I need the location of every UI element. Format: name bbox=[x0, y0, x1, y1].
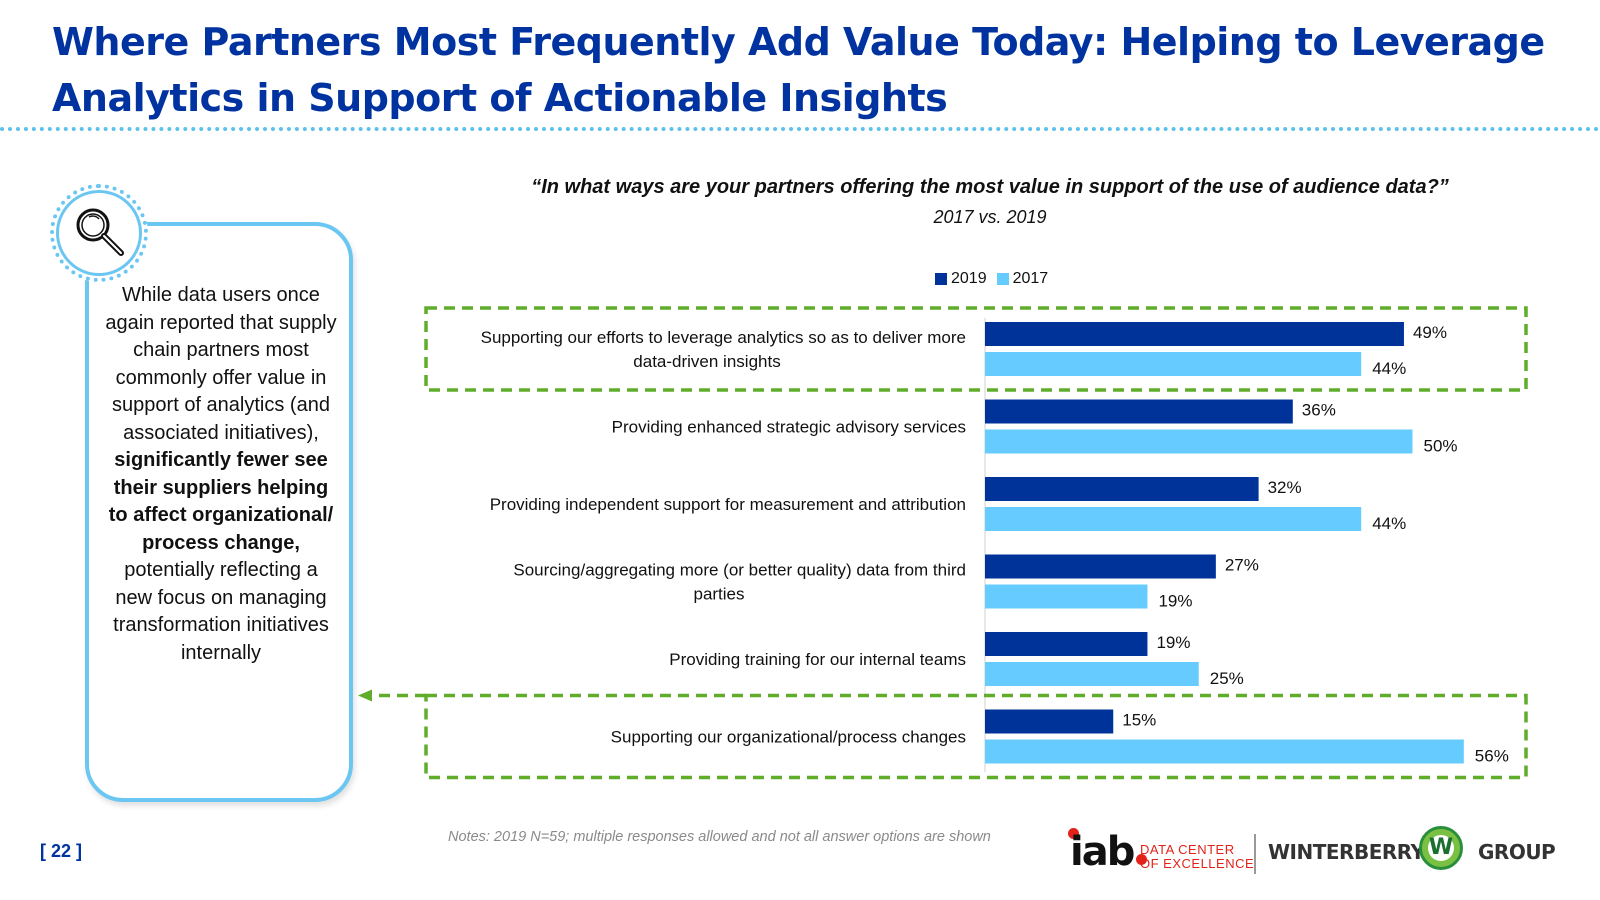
highlight-box-2 bbox=[424, 693, 1528, 780]
bar-2017-5 bbox=[985, 662, 1199, 686]
category-label: Sourcing/aggregating more (or better qua… bbox=[513, 561, 966, 604]
category-label: Providing independent support for measur… bbox=[490, 495, 966, 514]
bar-2019-3 bbox=[985, 477, 1259, 501]
iab-logo: iab bbox=[1070, 829, 1135, 875]
iab-tail-dot bbox=[1136, 854, 1147, 865]
category-label-line: Supporting our efforts to leverage analy… bbox=[481, 328, 966, 347]
page-number: [ 22 ] bbox=[40, 841, 83, 861]
category-label-line: Providing training for our internal team… bbox=[669, 650, 966, 669]
winterberry-w-icon: W bbox=[1419, 826, 1463, 870]
chart-legend: 2019 2017 bbox=[935, 270, 1048, 288]
value-label-2019-2: 36% bbox=[1302, 401, 1336, 420]
chart-notes: Notes: 2019 N=59; multiple responses all… bbox=[448, 829, 991, 845]
legend-swatch-2019 bbox=[935, 273, 947, 285]
footer-logos: iab DATA CENTER OF EXCELLENCE WINTERBERR… bbox=[1068, 826, 1558, 878]
chart-subtitle: 2017 vs. 2019 bbox=[933, 207, 1047, 227]
bar-2017-4 bbox=[985, 584, 1148, 609]
bar-2017-3 bbox=[985, 507, 1362, 531]
winterberry-w-letter: W bbox=[1428, 835, 1454, 861]
dce-line-1: DATA CENTER bbox=[1140, 842, 1235, 857]
dce-line-2: OF EXCELLENCE bbox=[1140, 856, 1255, 871]
bar-2017-2 bbox=[985, 429, 1413, 454]
magnifier-icon bbox=[56, 190, 142, 276]
bar-2017-1 bbox=[985, 352, 1362, 376]
category-label-line: Sourcing/aggregating more (or better qua… bbox=[513, 561, 966, 580]
title-divider bbox=[0, 127, 1600, 131]
category-label-line: parties bbox=[693, 585, 744, 604]
bar-2019-2 bbox=[985, 399, 1293, 424]
bar-2017-6 bbox=[985, 739, 1464, 764]
dce-logo-text: DATA CENTER OF EXCELLENCE bbox=[1140, 843, 1254, 871]
category-label-line: Providing enhanced strategic advisory se… bbox=[612, 418, 966, 437]
category-label: Supporting our organizational/process ch… bbox=[611, 728, 966, 747]
legend-label-2019: 2019 bbox=[951, 270, 987, 287]
value-label-2019-4: 27% bbox=[1225, 556, 1259, 575]
value-label-2019-1: 49% bbox=[1413, 323, 1447, 342]
group-logo-text: GROUP bbox=[1478, 840, 1556, 864]
value-label-2017-3: 44% bbox=[1372, 514, 1406, 533]
value-label-2017-6: 56% bbox=[1475, 747, 1509, 766]
iab-dot bbox=[1068, 828, 1079, 839]
value-label-2017-2: 50% bbox=[1424, 437, 1458, 456]
value-label-2019-3: 32% bbox=[1268, 478, 1302, 497]
category-label-line: data-driven insights bbox=[633, 352, 780, 371]
value-label-2017-5: 25% bbox=[1210, 669, 1244, 688]
value-label-2019-6: 15% bbox=[1122, 711, 1156, 730]
bar-2019-1 bbox=[985, 322, 1404, 346]
callout-text-emphasis: significantly fewer see their suppliers … bbox=[108, 449, 334, 554]
callout-box bbox=[85, 222, 353, 802]
category-label: Providing training for our internal team… bbox=[669, 650, 966, 669]
highlight-box-1 bbox=[424, 306, 1528, 392]
connector-arrowhead bbox=[358, 689, 372, 702]
legend-label-2017: 2017 bbox=[1012, 270, 1049, 287]
bar-2019-5 bbox=[985, 632, 1148, 656]
callout-text-intro: While data users once again reported tha… bbox=[105, 284, 337, 444]
bar-2019-4 bbox=[985, 554, 1216, 579]
legend-item-2019: 2019 bbox=[935, 270, 987, 288]
value-label-2019-5: 19% bbox=[1156, 633, 1190, 652]
slide-title: Where Partners Most Frequently Add Value… bbox=[52, 20, 1545, 120]
category-label: Supporting our efforts to leverage analy… bbox=[481, 328, 966, 371]
value-label-2017-4: 19% bbox=[1158, 592, 1192, 611]
chart-question: “In what ways are your partners offering… bbox=[531, 176, 1449, 198]
callout-text: While data users once again reported tha… bbox=[105, 282, 337, 667]
magnifier-glyph bbox=[76, 208, 124, 256]
legend-swatch-2017 bbox=[996, 273, 1009, 285]
bar-2019-6 bbox=[985, 709, 1114, 734]
category-label-line: Providing independent support for measur… bbox=[490, 495, 966, 514]
legend-item-2017: 2017 bbox=[996, 270, 1049, 288]
category-label-line: Supporting our organizational/process ch… bbox=[611, 728, 966, 747]
winterberry-logo-text: WINTERBERRY bbox=[1268, 840, 1425, 864]
callout-text-conclusion: potentially reflecting a new focus on ma… bbox=[113, 559, 329, 664]
category-label: Providing enhanced strategic advisory se… bbox=[612, 418, 966, 437]
value-label-2017-1: 44% bbox=[1372, 359, 1406, 378]
logo-separator bbox=[1254, 834, 1256, 874]
